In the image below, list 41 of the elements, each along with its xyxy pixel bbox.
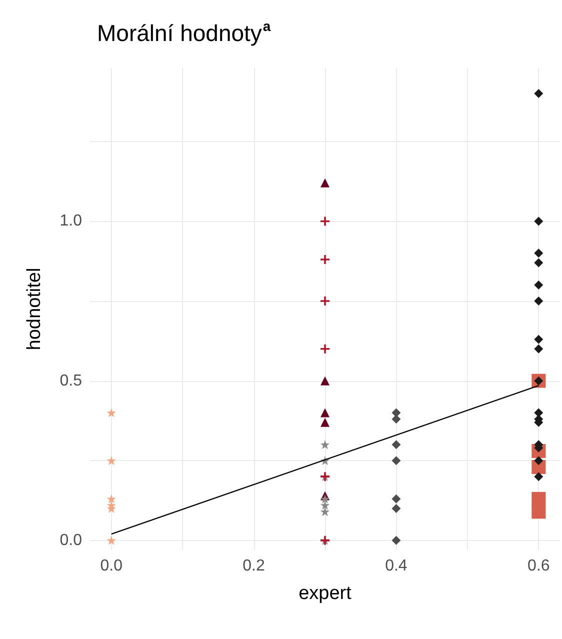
point — [534, 334, 544, 344]
point — [320, 344, 330, 354]
point — [320, 507, 330, 516]
point — [320, 296, 330, 306]
point — [320, 500, 330, 510]
point — [534, 216, 544, 226]
point — [320, 216, 330, 226]
point — [320, 494, 330, 504]
point — [392, 536, 401, 545]
x-tick-label: 0.2 — [242, 558, 266, 574]
point — [320, 408, 330, 418]
x-axis-title: expert — [298, 583, 352, 604]
point — [106, 408, 116, 418]
point — [534, 472, 544, 482]
point — [534, 280, 544, 290]
point — [320, 178, 330, 188]
point — [320, 255, 330, 264]
point — [106, 536, 116, 545]
point — [392, 440, 401, 450]
point — [534, 344, 544, 354]
point — [320, 376, 330, 386]
point — [534, 296, 544, 306]
x-tick-label: 0.4 — [385, 558, 408, 574]
point — [392, 504, 401, 514]
point — [534, 248, 544, 258]
point — [534, 258, 544, 268]
x-tick-label: 0.6 — [528, 558, 550, 574]
y-tick-label: 1.0 — [60, 212, 82, 230]
point — [392, 494, 401, 504]
point — [106, 456, 116, 466]
point — [320, 418, 330, 427]
point — [320, 440, 330, 450]
point — [534, 89, 544, 98]
y-axis-title: hodnotitel — [24, 268, 45, 350]
point — [534, 456, 544, 466]
point — [532, 504, 546, 519]
x-tick-label: 0.0 — [100, 558, 123, 574]
point — [106, 494, 116, 504]
y-tick-label: 0.5 — [60, 372, 82, 390]
y-tick-label: 0.0 — [60, 532, 82, 549]
point — [392, 456, 401, 466]
